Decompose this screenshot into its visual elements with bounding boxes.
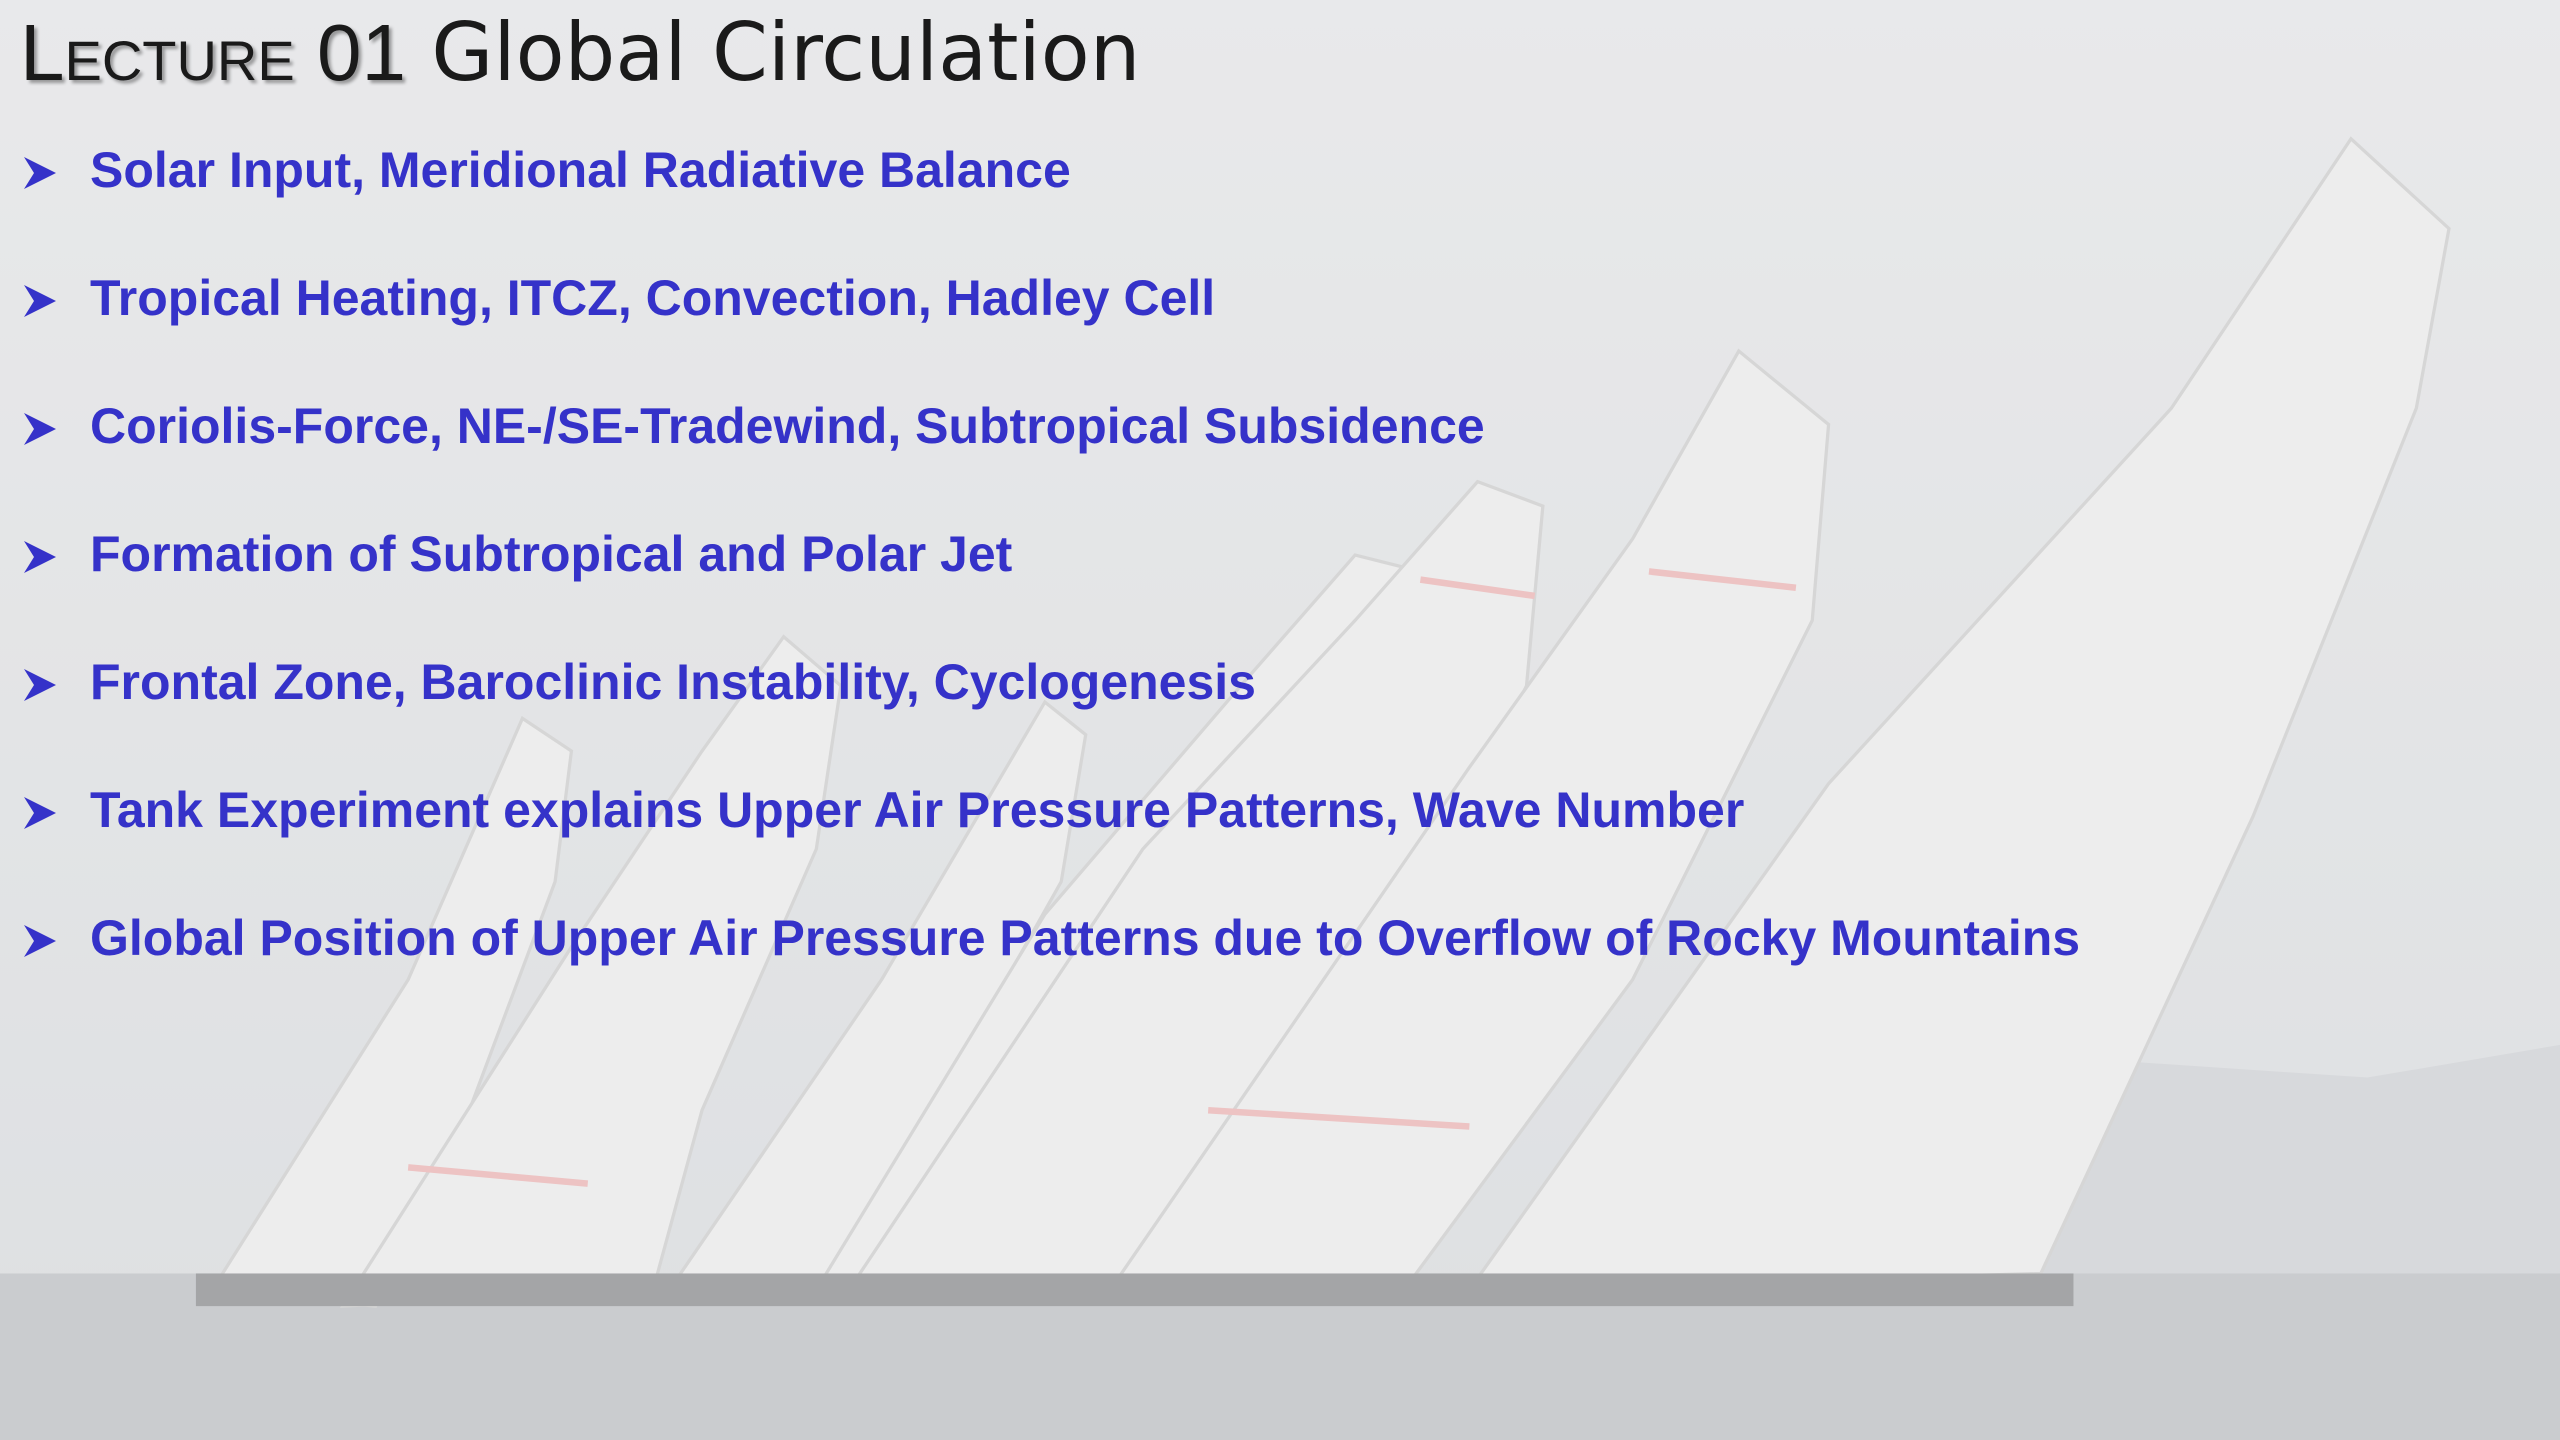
bullet-text: Solar Input, Meridional Radiative Balanc…: [90, 141, 1071, 199]
bullet-arrow: [22, 539, 58, 575]
lecture-number: Lecture 01: [20, 8, 406, 97]
slide-title: Lecture 01 Global Circulation: [20, 6, 1140, 99]
bullet-text: Formation of Subtropical and Polar Jet: [90, 525, 1012, 583]
bullet-text: Global Position of Upper Air Pressure Pa…: [90, 909, 2080, 967]
bullet-arrow: [22, 155, 58, 191]
bullet-text: Frontal Zone, Baroclinic Instability, Cy…: [90, 653, 1256, 711]
bullet-arrow: [22, 667, 58, 703]
background-photo: [0, 0, 2560, 1440]
lecture-title: Global Circulation: [431, 6, 1140, 99]
bullet-arrow: [22, 411, 58, 447]
bullet-text: Tropical Heating, ITCZ, Convection, Hadl…: [90, 269, 1215, 327]
slide: Lecture 01 Global Circulation Solar Inpu…: [0, 0, 2560, 1440]
bullet-text: Tank Experiment explains Upper Air Press…: [90, 781, 1744, 839]
bullet-arrow: [22, 795, 58, 831]
bullet-arrow: [22, 923, 58, 959]
bullet-text: Coriolis-Force, NE-/SE-Tradewind, Subtro…: [90, 397, 1485, 455]
bullet-arrow: [22, 283, 58, 319]
